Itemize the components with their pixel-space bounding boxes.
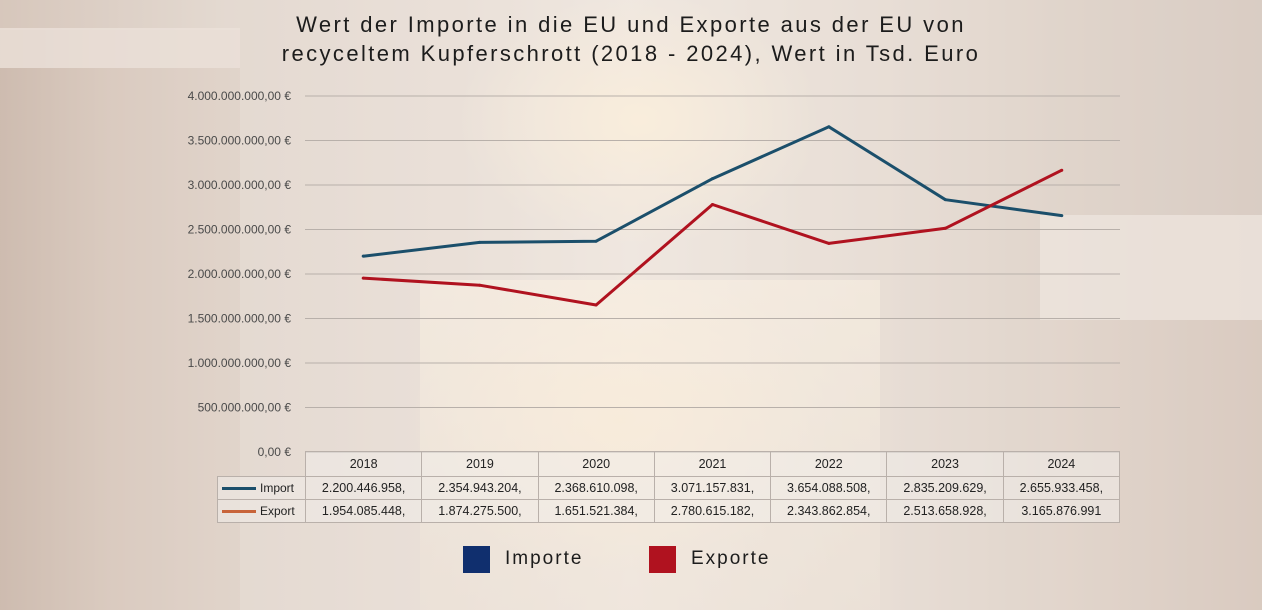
y-tick-label: 2.500.000.000,00 € <box>188 223 292 237</box>
y-tick-label: 500.000.000,00 € <box>198 401 292 415</box>
data-point-export <box>943 226 947 230</box>
y-tick-label: 4.000.000.000,00 € <box>188 89 292 103</box>
data-table: 2018 2019 2020 2021 2022 2023 2024 Impor… <box>217 451 1121 523</box>
legend-importe-swatch-icon <box>463 545 490 573</box>
table-cell: 1.651.521.384, <box>537 499 655 523</box>
y-axis-labels: 0,00 € 500.000.000,00 € 1.000.000.000,00 €… <box>188 89 292 459</box>
data-point-export <box>594 303 598 307</box>
data-point-import <box>361 254 365 258</box>
table-cell: 2.835.209.629, <box>886 476 1004 500</box>
copper-block-right-top <box>1040 215 1262 320</box>
table-year-2018: 2018 <box>304 451 423 477</box>
data-table-row-export: Export 1.954.085.448, 1.874.275.500, 1.6… <box>217 499 1121 523</box>
table-year-2024: 2024 <box>1002 451 1121 477</box>
data-point-import <box>478 240 482 244</box>
data-point-export <box>478 283 482 287</box>
table-cell: 1.874.275.500, <box>421 499 539 523</box>
copper-block-left-top <box>0 28 240 68</box>
table-cell: 2.513.658.928, <box>886 499 1004 523</box>
table-year-2022: 2022 <box>770 451 888 477</box>
data-point-import <box>1060 214 1064 218</box>
legend-exporte-swatch-icon <box>649 545 676 573</box>
legend-item-exporte: Exporte <box>649 545 770 573</box>
export-swatch-icon <box>222 510 256 514</box>
table-year-2020: 2020 <box>537 451 655 477</box>
table-cell: 2.200.446.958, <box>304 476 423 500</box>
data-point-import <box>827 125 831 129</box>
series-lines <box>361 125 1064 307</box>
data-point-export <box>361 276 365 280</box>
table-series-name-import: Import <box>260 481 295 495</box>
table-row-header-import: Import <box>217 476 306 500</box>
table-cell: 3.165.876.991 <box>1002 499 1121 523</box>
data-point-export <box>827 241 831 245</box>
table-cell: 3.071.157.831, <box>653 476 772 500</box>
copper-block-left <box>0 30 240 610</box>
chart-title-line-2: recyceltem Kupferschrott (2018 - 2024), … <box>281 41 981 66</box>
legend-label-exporte: Exporte <box>691 548 771 569</box>
table-cell: 2.343.862.854, <box>770 499 888 523</box>
data-table-row-import: Import 2.200.446.958, 2.354.943.204, 2.3… <box>217 476 1121 500</box>
y-tick-label: 1.500.000.000,00 € <box>188 312 292 326</box>
y-tick-label: 1.000.000.000,00 € <box>188 356 292 370</box>
table-cell: 2.354.943.204, <box>421 476 539 500</box>
table-row-header-export: Export <box>217 499 306 523</box>
import-swatch-icon <box>222 487 256 491</box>
data-point-import <box>711 177 714 181</box>
table-cell: 2.655.933.458, <box>1002 476 1121 500</box>
table-cell: 2.368.610.098, <box>537 476 655 500</box>
legend-label-importe: Importe <box>505 548 584 569</box>
y-tick-label: 3.000.000.000,00 € <box>188 178 292 192</box>
data-point-export <box>711 203 714 207</box>
series-line-import <box>363 125 1063 258</box>
table-cell: 3.654.088.508, <box>770 476 888 500</box>
table-year-2019: 2019 <box>421 451 539 477</box>
chart-title: Wert der Importe in die EU und Exporte a… <box>0 10 1262 68</box>
data-point-export <box>1060 168 1064 172</box>
y-tick-label: 2.000.000.000,00 € <box>188 267 292 281</box>
table-year-2021: 2021 <box>653 451 772 477</box>
data-point-import <box>594 239 598 243</box>
y-tick-label: 3.500.000.000,00 € <box>188 134 292 148</box>
gridlines <box>305 95 1120 453</box>
data-table-header-row: 2018 2019 2020 2021 2022 2023 2024 <box>218 451 1121 477</box>
table-cell: 2.780.615.182, <box>653 499 772 523</box>
data-point-import <box>943 198 947 202</box>
table-year-2023: 2023 <box>886 451 1004 477</box>
chart-title-line-1: Wert der Importe in die EU und Exporte a… <box>296 12 966 37</box>
legend-item-importe: Importe <box>463 545 583 573</box>
chart-legend: Importe Exporte <box>0 545 1262 575</box>
y-tick-label: 0,00 € <box>258 445 292 459</box>
table-cell: 1.954.085.448, <box>304 499 423 523</box>
table-series-name-export: Export <box>260 504 295 518</box>
series-line-export <box>363 168 1063 307</box>
data-table-corner <box>218 452 306 477</box>
